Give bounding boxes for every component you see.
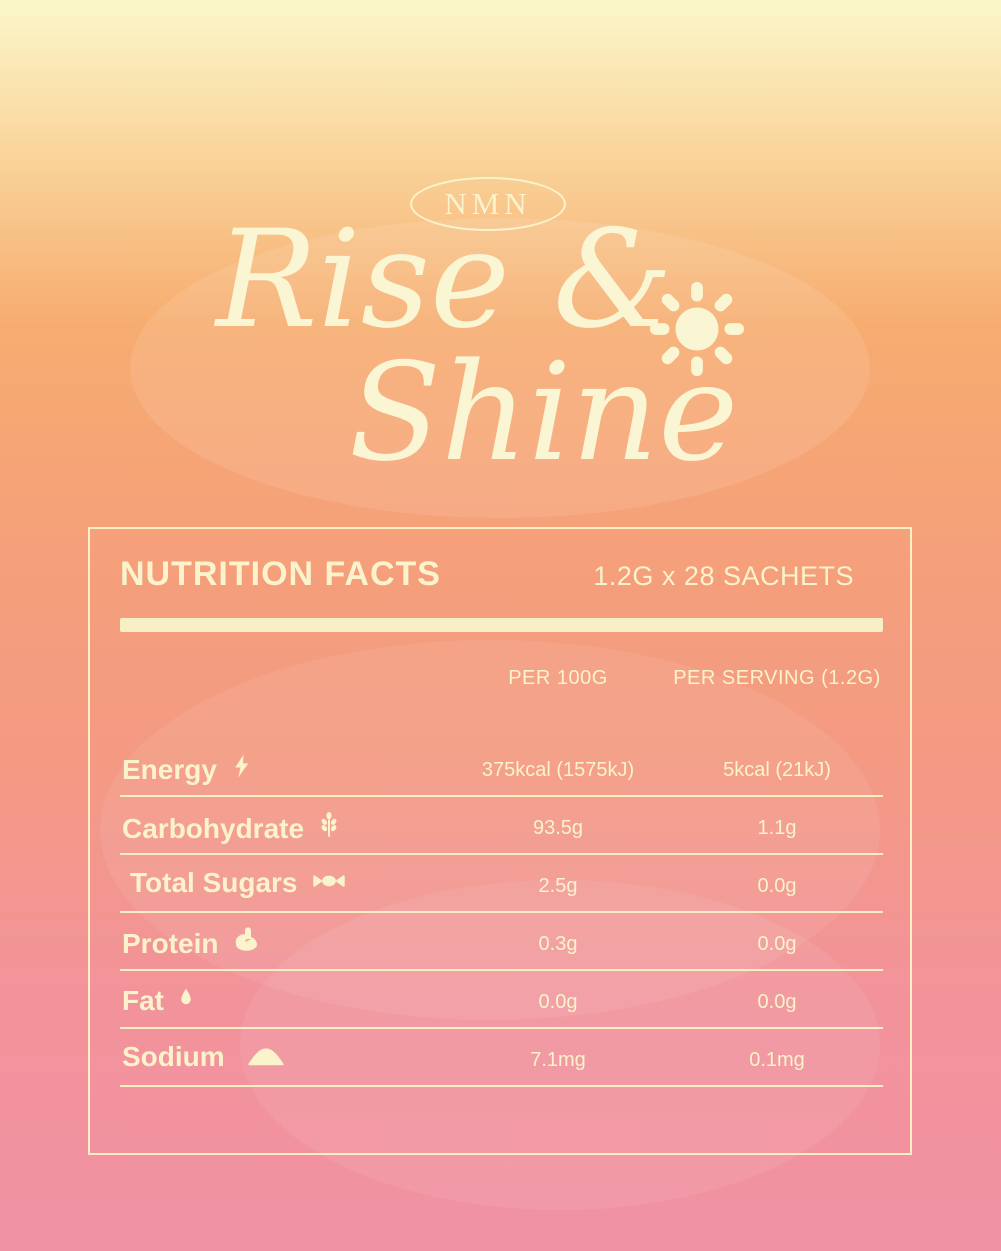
row-label: Sodium	[122, 1041, 225, 1072]
panel-heading: NUTRITION FACTS	[120, 555, 441, 593]
table-row-fat: Fat 0.0g 0.0g	[120, 971, 883, 1029]
value-per-serving: 0.0g	[757, 991, 797, 1013]
value-per-100g: 2.5g	[538, 875, 578, 897]
column-header-per-serving: PER SERVING (1.2G)	[673, 667, 881, 689]
row-label: Total Sugars	[130, 867, 298, 898]
value-per-serving: 5kcal (21kJ)	[723, 759, 831, 781]
candy-icon	[310, 867, 348, 899]
row-label: Carbohydrate	[122, 812, 305, 844]
value-per-100g: 93.5g	[532, 817, 584, 839]
row-label: Energy	[122, 753, 217, 785]
table-row-total-sugars: Total Sugars 2.5g 0.0g	[120, 855, 883, 913]
row-label: Protein	[122, 927, 219, 959]
value-per-serving: 0.1mg	[749, 1049, 805, 1071]
value-per-100g: 375kcal (1575kJ)	[481, 759, 635, 781]
droplet-icon	[176, 983, 196, 1018]
product-title-line1: Rise &	[215, 201, 674, 358]
table-row-carbohydrate: Carbohydrate 93.5g 1.1g	[120, 797, 883, 855]
nutrition-table: Energy 375kcal (1575kJ) 5kcal (21kJ) Car…	[120, 739, 883, 1087]
value-per-serving: 0.0g	[757, 875, 797, 897]
brand-badge: NMN	[410, 177, 566, 231]
value-per-serving: 0.0g	[757, 933, 797, 955]
sun-icon	[648, 280, 746, 378]
mound-icon	[245, 1041, 287, 1073]
bicep-icon	[230, 925, 260, 962]
column-header-per-100g: PER 100G	[508, 667, 608, 689]
nutrition-facts-panel: NUTRITION FACTS 1.2G x 28 SACHETS PER 10…	[88, 527, 912, 1155]
brand-logo-text: NMN	[444, 186, 532, 221]
value-per-100g: 0.3g	[538, 933, 578, 955]
value-per-serving: 1.1g	[757, 817, 797, 839]
lightning-icon	[229, 751, 255, 788]
value-per-100g: 0.0g	[538, 991, 578, 1013]
table-row-energy: Energy 375kcal (1575kJ) 5kcal (21kJ)	[120, 739, 883, 797]
table-row-protein: Protein 0.3g 0.0g	[120, 913, 883, 971]
product-title-line2: Shine	[348, 334, 739, 491]
pack-size-text: 1.2G x 28 SACHETS	[593, 561, 854, 591]
divider-bar	[120, 618, 883, 632]
wheat-icon	[316, 809, 342, 848]
row-label: Fat	[122, 984, 164, 1016]
value-per-100g: 7.1mg	[530, 1049, 586, 1071]
table-row-sodium: Sodium 7.1mg 0.1mg	[120, 1029, 883, 1087]
